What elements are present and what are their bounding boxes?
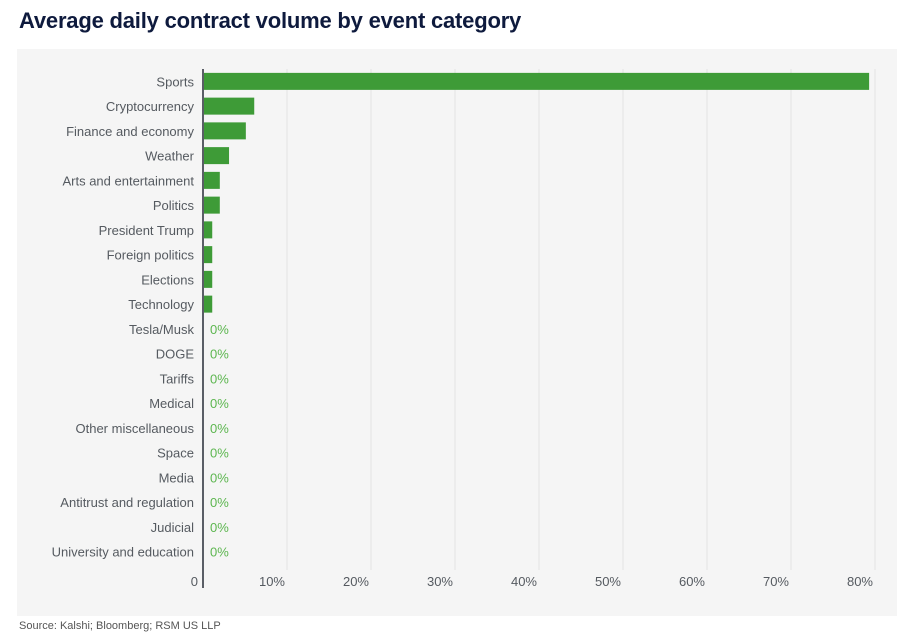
- category-label: Arts and entertainment: [62, 173, 194, 188]
- category-label: Elections: [141, 272, 194, 287]
- category-label: Sports: [156, 74, 194, 89]
- category-label: Space: [157, 446, 194, 461]
- bar: [203, 72, 870, 90]
- data-label: 0%: [210, 421, 229, 436]
- data-label: 0%: [210, 446, 229, 461]
- x-tick-label: 10%: [259, 574, 285, 589]
- bar: [203, 122, 246, 140]
- category-label: Weather: [145, 149, 195, 164]
- data-label: 0%: [210, 520, 229, 535]
- category-label: Tesla/Musk: [129, 322, 195, 337]
- category-label: DOGE: [156, 347, 195, 362]
- bar: [203, 246, 213, 264]
- category-label: Politics: [153, 198, 195, 213]
- x-tick-label: 60%: [679, 574, 705, 589]
- category-label: Antitrust and regulation: [60, 495, 194, 510]
- data-label: 0%: [210, 347, 229, 362]
- chart-title: Average daily contract volume by event c…: [19, 8, 522, 33]
- source-note: Source: Kalshi; Bloomberg; RSM US LLP: [19, 620, 221, 632]
- category-label: University and education: [52, 545, 194, 560]
- x-tick-label: 50%: [595, 574, 621, 589]
- x-tick-label: 70%: [763, 574, 789, 589]
- category-label: Tariffs: [160, 371, 195, 386]
- category-label: Cryptocurrency: [106, 99, 195, 114]
- x-tick-label: 20%: [343, 574, 369, 589]
- x-tick-label: 40%: [511, 574, 537, 589]
- bar: [203, 270, 213, 288]
- bar: [203, 295, 213, 313]
- data-label: 0%: [210, 371, 229, 386]
- x-tick-label: 0: [191, 574, 198, 589]
- category-label: Medical: [149, 396, 194, 411]
- chart-panel: [17, 49, 897, 616]
- category-label: Judicial: [151, 520, 194, 535]
- bar: [203, 147, 230, 165]
- category-label: Finance and economy: [66, 124, 194, 139]
- bar: [203, 221, 213, 239]
- category-label: Technology: [128, 297, 194, 312]
- data-label: 0%: [210, 545, 229, 560]
- data-label: 0%: [210, 495, 229, 510]
- bar: [203, 171, 220, 189]
- data-label: 0%: [210, 470, 229, 485]
- category-label: Other miscellaneous: [76, 421, 195, 436]
- data-label: 0%: [210, 396, 229, 411]
- category-label: President Trump: [99, 223, 194, 238]
- data-label: 0%: [210, 322, 229, 337]
- category-label: Media: [159, 470, 195, 485]
- x-tick-label: 80%: [847, 574, 873, 589]
- bar: [203, 97, 255, 115]
- bar: [203, 196, 220, 214]
- x-tick-label: 30%: [427, 574, 453, 589]
- category-label: Foreign politics: [107, 248, 195, 263]
